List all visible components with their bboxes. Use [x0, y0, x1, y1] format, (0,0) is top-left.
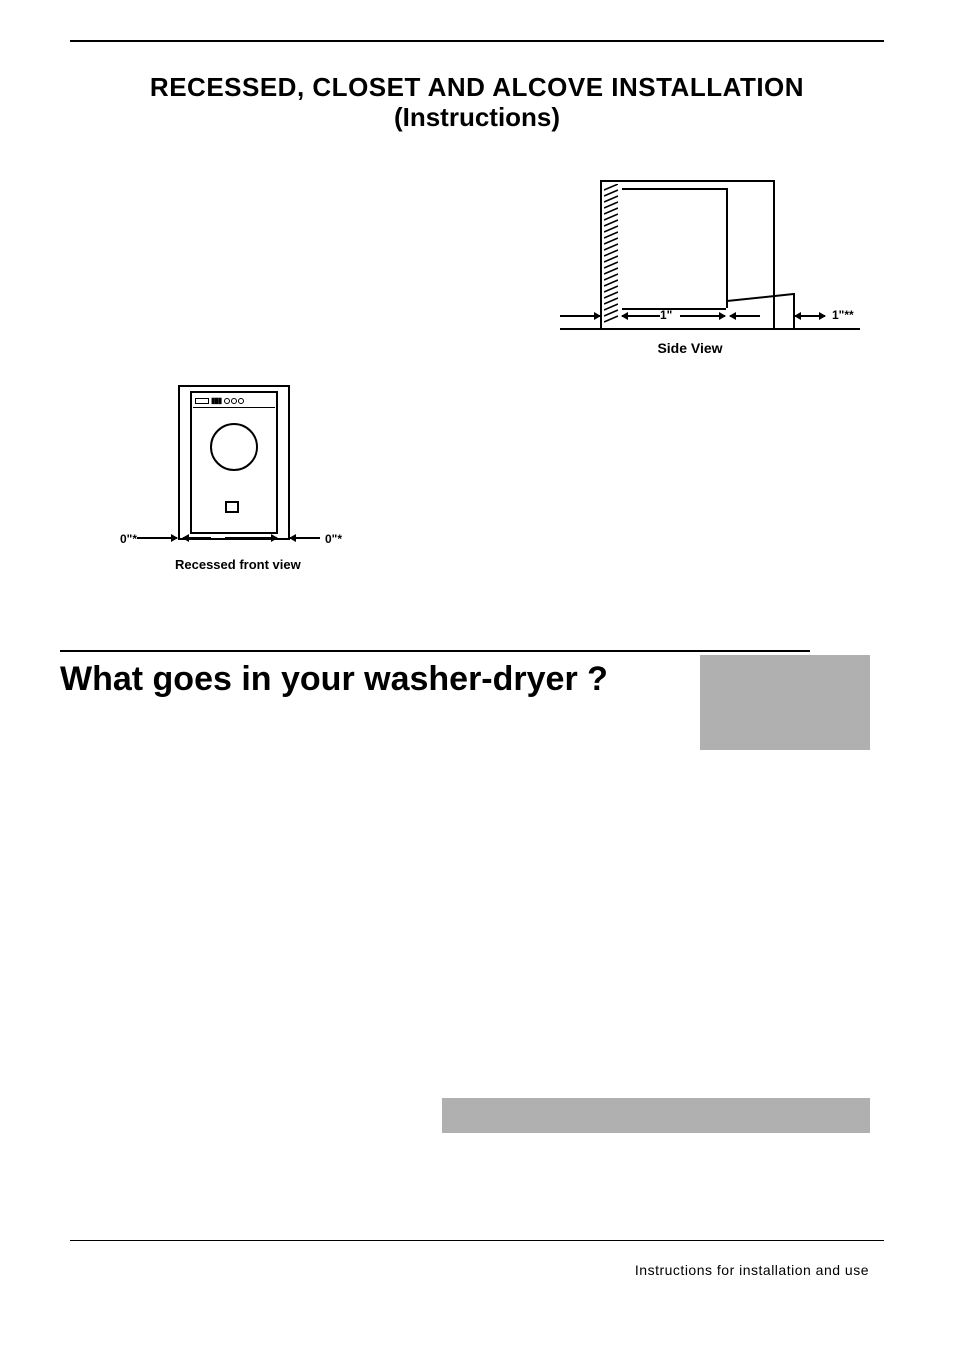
- subtitle: (Instructions): [0, 102, 954, 133]
- main-title: RECESSED, CLOSET AND ALCOVE INSTALLATION: [0, 72, 954, 103]
- dim-arrow: [290, 537, 320, 539]
- side-view-appliance-bottom: [622, 308, 726, 310]
- dim-arrow: [225, 537, 277, 539]
- side-view-hatching: [604, 184, 618, 324]
- front-view-dim-left: 0"*: [120, 532, 137, 546]
- side-view-dim-outside: 1"**: [832, 308, 854, 322]
- side-view-appliance-top: [622, 188, 726, 190]
- dim-arrow: [622, 315, 660, 317]
- section2-rule: [60, 650, 810, 652]
- detergent-drawer-icon: [195, 398, 209, 404]
- knobs-icon: [223, 398, 244, 404]
- dim-arrow: [137, 537, 177, 539]
- dim-arrow: [680, 315, 725, 317]
- front-view-control-panel: ▮▮▮: [193, 394, 275, 408]
- side-view-diagram: 1" 1"** Side View: [560, 180, 880, 380]
- side-view-floor-line: [560, 328, 860, 330]
- gray-block-bottom: [442, 1098, 870, 1133]
- dim-arrow: [795, 315, 825, 317]
- gray-block-top: [700, 655, 870, 750]
- top-rule: [70, 40, 884, 42]
- side-view-appliance-right: [726, 188, 728, 308]
- section2-title: What goes in your washer-dryer ?: [60, 660, 608, 699]
- side-view-dim-inside: 1": [660, 308, 672, 322]
- front-view-diagram: ▮▮▮ 0"* 0"* Recessed front view: [115, 385, 395, 585]
- footer-text: Instructions for installation and use: [635, 1262, 869, 1278]
- side-view-enclosure: [600, 180, 775, 328]
- dim-arrow: [183, 537, 211, 539]
- dim-arrow: [560, 315, 600, 317]
- front-view-door: [210, 423, 258, 471]
- bottom-rule: [70, 1240, 884, 1241]
- front-view-kick-panel: [225, 501, 239, 513]
- page-root: RECESSED, CLOSET AND ALCOVE INSTALLATION…: [0, 0, 954, 1351]
- front-view-dim-right: 0"*: [325, 532, 342, 546]
- side-view-label: Side View: [560, 340, 820, 356]
- dim-arrow: [730, 315, 760, 317]
- side-view-door-side: [793, 293, 795, 328]
- display-icon: ▮▮▮: [211, 398, 221, 404]
- front-view-label: Recessed front view: [175, 557, 301, 572]
